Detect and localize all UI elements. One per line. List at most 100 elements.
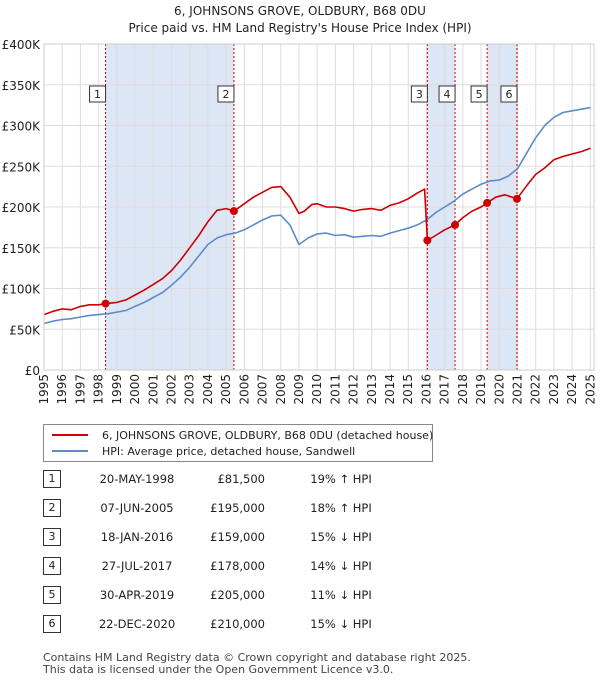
plot-frame	[43, 43, 595, 371]
property-series-line	[43, 147, 591, 316]
sale-badge-text: 3	[416, 88, 423, 101]
sale-date: 22-DEC-2020	[98, 617, 176, 631]
sale-number-label: 4	[438, 85, 456, 103]
table-row: 1 20-MAY-1998 £81,500 19% ↑ HPI	[43, 470, 463, 499]
x-tick-label: 1996	[55, 374, 69, 405]
x-tick-label: 2024	[565, 374, 579, 405]
sale-number-label: 3	[410, 85, 428, 103]
legend-item-property: 6, JOHNSONS GROVE, OLDBURY, B68 0DU (det…	[52, 427, 433, 443]
sale-number-badge: 5	[43, 586, 61, 604]
sale-point	[512, 194, 521, 203]
sale-badge-text: 1	[94, 88, 101, 101]
x-tick-label: 2005	[219, 374, 233, 405]
x-tick-label: 2018	[456, 374, 470, 405]
sale-date: 30-APR-2019	[99, 588, 175, 602]
x-tick-label: 2003	[183, 374, 197, 405]
x-tick-label: 2004	[201, 374, 215, 405]
chart-subtitle: Price paid vs. HM Land Registry's House …	[128, 21, 471, 35]
y-tick-label: £300K	[2, 120, 42, 134]
x-tick-label: 2002	[164, 374, 178, 405]
x-tick-label: 2001	[146, 374, 160, 405]
x-tick-label: 2011	[328, 374, 342, 405]
hpi-series-line	[43, 106, 591, 325]
sale-badge-text: 4	[444, 88, 451, 101]
sale-date: 20-MAY-1998	[99, 472, 175, 486]
y-tick-label: £150K	[2, 242, 42, 256]
sale-number-badge: 3	[43, 528, 61, 546]
y-tick-label: £350K	[2, 79, 42, 93]
copyright-line: Contains HM Land Registry data © Crown c…	[43, 651, 471, 664]
sale-price: £205,000	[210, 588, 265, 602]
sale-number-label: 6	[500, 85, 518, 103]
y-tick-label: £200K	[2, 201, 42, 215]
sale-badge-box	[500, 85, 518, 103]
sale-badge-box	[89, 85, 107, 103]
sale-number-badge: 2	[43, 499, 61, 517]
x-tick-label: 2008	[274, 374, 288, 405]
legend-label-hpi: HPI: Average price, detached house, Sand…	[102, 444, 356, 458]
sale-date: 18-JAN-2016	[100, 530, 174, 544]
table-row: 5 30-APR-2019 £205,000 11% ↓ HPI	[43, 586, 463, 615]
y-tick-label: £100K	[2, 283, 42, 297]
x-tick-label: 2020	[492, 374, 506, 405]
y-tick-label: £50K	[9, 323, 41, 337]
sale-number-label: 5	[470, 85, 488, 103]
sale-badge-text: 2	[222, 88, 229, 101]
x-tick-label: 1997	[73, 374, 87, 405]
x-tick-label: 2013	[365, 374, 379, 405]
legend-item-hpi: HPI: Average price, detached house, Sand…	[52, 443, 355, 459]
attribution-footer: Contains HM Land Registry data © Crown c…	[43, 652, 471, 676]
x-tick-label: 2023	[547, 374, 561, 405]
x-tick-label: 2007	[256, 374, 270, 405]
x-tick-label: 2019	[474, 374, 488, 405]
sale-hpi-diff: 15% ↓ HPI	[310, 530, 372, 544]
legend-swatch-hpi	[52, 450, 88, 452]
chart-legend: 6, JOHNSONS GROVE, OLDBURY, B68 0DU (det…	[43, 424, 433, 462]
x-tick-label: 2017	[438, 374, 452, 405]
table-row: 3 18-JAN-2016 £159,000 15% ↓ HPI	[43, 528, 463, 557]
y-tick-label: £250K	[2, 160, 42, 174]
x-tick-label: 2021	[511, 374, 525, 405]
sale-number-label: 1	[89, 85, 107, 103]
x-tick-label: 2014	[383, 374, 397, 405]
x-tick-label: 2006	[237, 374, 251, 405]
sale-price: £210,000	[210, 617, 265, 631]
legend-swatch-property	[52, 434, 88, 436]
x-tick-label: 2000	[128, 374, 142, 405]
sale-badge-box	[438, 85, 456, 103]
sale-hpi-diff: 18% ↑ HPI	[310, 501, 372, 515]
sale-badge-text: 6	[505, 88, 512, 101]
sale-price: £195,000	[210, 501, 265, 515]
x-tick-label: 1998	[92, 374, 106, 405]
x-tick-label: 2025	[583, 374, 597, 405]
table-row: 4 27-JUL-2017 £178,000 14% ↓ HPI	[43, 557, 463, 586]
x-tick-label: 2012	[347, 374, 361, 405]
x-tick-label: 2010	[310, 374, 324, 405]
sale-price: £178,000	[210, 559, 265, 573]
x-tick-label: 2009	[292, 374, 306, 405]
y-tick-label: £0	[25, 364, 40, 378]
x-tick-label: 2022	[529, 374, 543, 405]
sale-hpi-diff: 15% ↓ HPI	[310, 617, 372, 631]
table-row: 2 07-JUN-2005 £195,000 18% ↑ HPI	[43, 499, 463, 528]
sale-date: 27-JUL-2017	[101, 559, 173, 573]
sales-table: 1 20-MAY-1998 £81,500 19% ↑ HPI 2 07-JUN…	[43, 470, 463, 644]
chart-title: 6, JOHNSONS GROVE, OLDBURY, B68 0DU	[174, 4, 426, 18]
sale-point	[451, 220, 460, 229]
sale-hpi-diff: 11% ↓ HPI	[310, 588, 372, 602]
x-tick-label: 1999	[110, 374, 124, 405]
sale-number-label: 2	[217, 85, 235, 103]
sale-date: 07-JUN-2005	[100, 501, 174, 515]
x-tick-label: 2016	[419, 374, 433, 405]
licence-line: This data is licensed under the Open Gov…	[43, 663, 394, 676]
sale-hpi-diff: 14% ↓ HPI	[310, 559, 372, 573]
x-tick-label: 1995	[37, 374, 51, 405]
sale-point	[229, 207, 238, 216]
sale-point	[423, 236, 432, 245]
price-chart: 6, JOHNSONS GROVE, OLDBURY, B68 0DU Pric…	[2, 4, 598, 405]
sale-hpi-diff: 19% ↑ HPI	[310, 472, 372, 486]
sale-number-badge: 4	[43, 557, 61, 575]
sale-price: £159,000	[210, 530, 265, 544]
sale-number-badge: 1	[43, 470, 61, 488]
y-tick-label: £400K	[2, 38, 42, 52]
